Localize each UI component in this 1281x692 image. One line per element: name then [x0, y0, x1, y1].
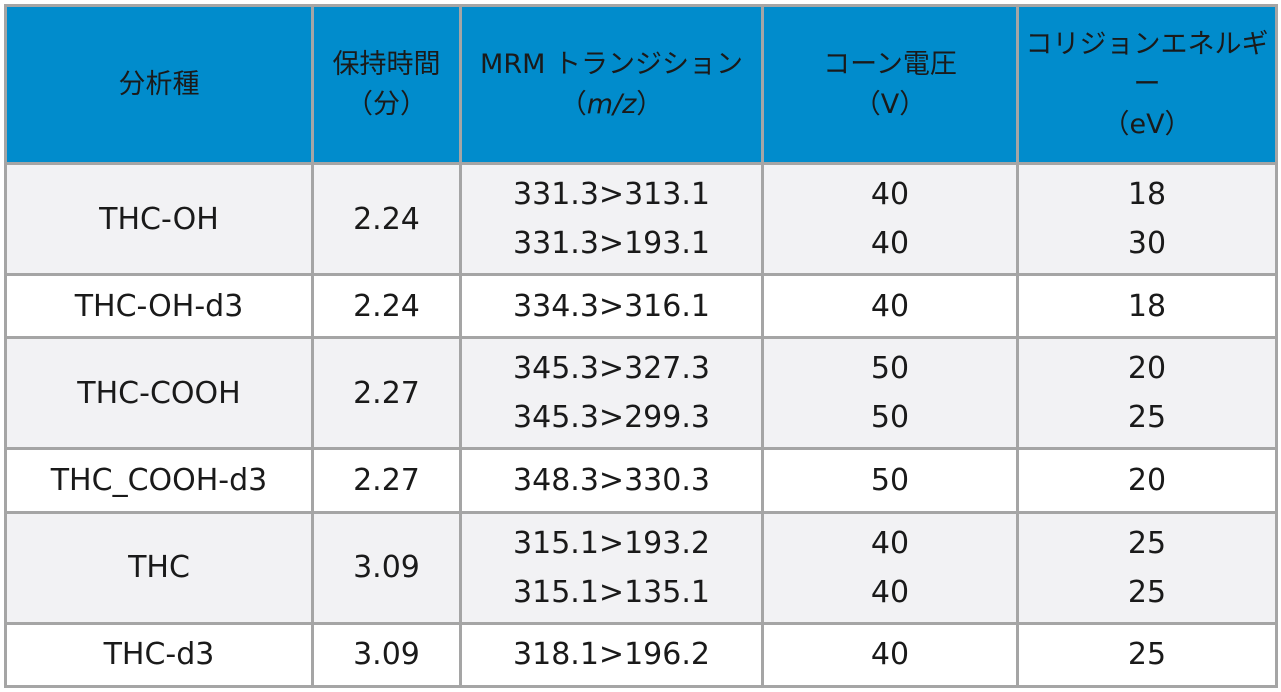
cell-rt: 2.24 — [311, 273, 462, 340]
table-row: THC-OH 2.24 331.3>313.1 331.3>193.1 40 4… — [4, 161, 1278, 277]
header-mrm-transition: MRM トランジション （m/z） — [459, 4, 764, 165]
ce-value: 20 — [1127, 351, 1167, 387]
header-cone-label: コーン電圧 — [823, 48, 957, 80]
cell-transitions: 318.1>196.2 — [459, 621, 764, 689]
header-rt-label: 保持時間 — [332, 48, 441, 80]
cell-rt: 3.09 — [311, 510, 462, 625]
cell-rt: 2.27 — [311, 336, 462, 451]
ce-value: 18 — [1127, 177, 1167, 213]
header-mrm-unit-open: （ — [559, 88, 587, 120]
header-analyte: 分析種 — [4, 4, 314, 165]
cone-value: 50 — [870, 351, 910, 387]
cell-analyte: THC-d3 — [4, 621, 314, 689]
header-cone-unit: （V） — [853, 88, 927, 120]
cell-transitions: 334.3>316.1 — [459, 273, 764, 340]
cell-analyte: THC-OH-d3 — [4, 273, 314, 340]
cell-analyte: THC — [4, 510, 314, 625]
table-row: THC_COOH-d3 2.27 348.3>330.3 50 20 — [4, 447, 1278, 514]
ce-value: 25 — [1127, 400, 1167, 436]
table-row: THC 3.09 315.1>193.2 315.1>135.1 40 40 2… — [4, 510, 1278, 625]
header-cone-voltage: コーン電圧 （V） — [761, 4, 1019, 165]
transition-value: 331.3>193.1 — [513, 226, 710, 262]
mrm-parameters-table: 分析種 保持時間 （分） MRM トランジション （m/z） コーン電圧 （V）… — [4, 4, 1278, 689]
header-retention-time: 保持時間 （分） — [311, 4, 462, 165]
transition-value: 331.3>313.1 — [513, 177, 710, 213]
cell-transitions: 348.3>330.3 — [459, 447, 764, 514]
cell-analyte: THC-COOH — [4, 336, 314, 451]
cell-cone: 40 — [761, 273, 1019, 340]
table-header: 分析種 保持時間 （分） MRM トランジション （m/z） コーン電圧 （V）… — [4, 4, 1278, 165]
transition-value: 315.1>193.2 — [513, 525, 710, 561]
table-row: THC-COOH 2.27 345.3>327.3 345.3>299.3 50… — [4, 336, 1278, 451]
cell-cone: 50 50 — [761, 336, 1019, 451]
cone-value: 40 — [870, 177, 910, 213]
ce-value: 30 — [1127, 226, 1167, 262]
transition-value: 345.3>299.3 — [513, 400, 710, 436]
transition-value: 345.3>327.3 — [513, 351, 710, 387]
cell-rt: 2.24 — [311, 161, 462, 277]
transition-value: 315.1>135.1 — [513, 574, 710, 610]
header-ce-label: コリジョンエネルギー — [1025, 28, 1269, 100]
cell-rt: 2.27 — [311, 447, 462, 514]
header-mrm-unit-close: ） — [636, 88, 664, 120]
cone-value: 40 — [870, 525, 910, 561]
header-mrm-label: MRM トランジション — [480, 48, 743, 80]
header-rt-unit: （分） — [346, 88, 427, 120]
header-row: 分析種 保持時間 （分） MRM トランジション （m/z） コーン電圧 （V）… — [4, 4, 1278, 165]
ce-value: 25 — [1127, 525, 1167, 561]
cell-ce: 25 25 — [1016, 510, 1278, 625]
cell-analyte: THC-OH — [4, 161, 314, 277]
header-ce-unit: （eV） — [1102, 108, 1192, 140]
cell-transitions: 315.1>193.2 315.1>135.1 — [459, 510, 764, 625]
header-mrm-unit-mz: m/z — [586, 88, 637, 120]
cell-ce: 18 30 — [1016, 161, 1278, 277]
header-collision-energy: コリジョンエネルギー （eV） — [1016, 4, 1278, 165]
ce-value: 25 — [1127, 574, 1167, 610]
header-analyte-label: 分析種 — [118, 68, 200, 100]
cone-value: 50 — [870, 400, 910, 436]
cell-ce: 18 — [1016, 273, 1278, 340]
cell-cone: 50 — [761, 447, 1019, 514]
cell-cone: 40 40 — [761, 510, 1019, 625]
cell-cone: 40 — [761, 621, 1019, 689]
table-body: THC-OH 2.24 331.3>313.1 331.3>193.1 40 4… — [4, 161, 1278, 689]
cell-ce: 20 25 — [1016, 336, 1278, 451]
cell-transitions: 331.3>313.1 331.3>193.1 — [459, 161, 764, 277]
cone-value: 40 — [870, 574, 910, 610]
cell-ce: 20 — [1016, 447, 1278, 514]
cell-rt: 3.09 — [311, 621, 462, 689]
cone-value: 40 — [870, 226, 910, 262]
cell-ce: 25 — [1016, 621, 1278, 689]
header-mrm-unit: （m/z） — [462, 85, 761, 125]
cell-transitions: 345.3>327.3 345.3>299.3 — [459, 336, 764, 451]
table-row: THC-d3 3.09 318.1>196.2 40 25 — [4, 621, 1278, 689]
cell-cone: 40 40 — [761, 161, 1019, 277]
cell-analyte: THC_COOH-d3 — [4, 447, 314, 514]
table-row: THC-OH-d3 2.24 334.3>316.1 40 18 — [4, 273, 1278, 340]
